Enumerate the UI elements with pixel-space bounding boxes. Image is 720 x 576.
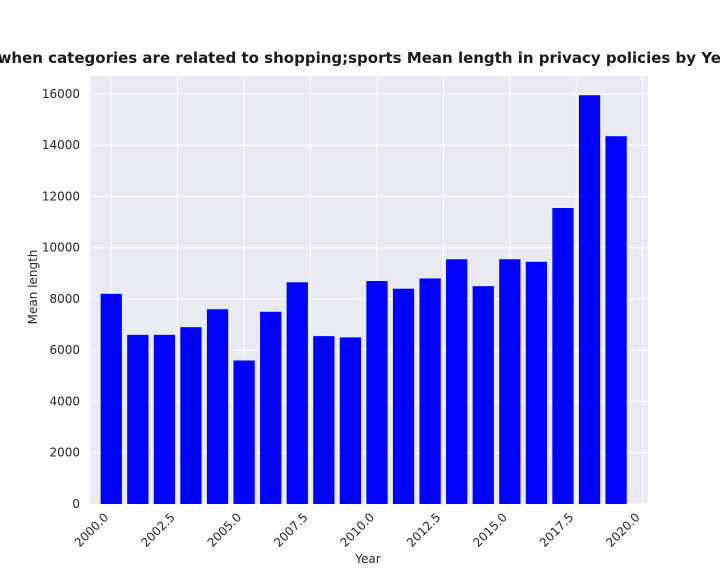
bar-2007 (286, 282, 308, 504)
x-tick-label: 2007.5 (271, 510, 311, 550)
bar-2011 (392, 288, 415, 504)
x-tick-label: 2000.0 (72, 510, 112, 550)
y-tick-label: 10000 (42, 241, 80, 255)
x-tick-label: 2020.0 (603, 510, 643, 550)
bar-2019 (605, 136, 627, 504)
bar-2016 (525, 261, 548, 504)
y-tick-label: 14000 (42, 138, 80, 152)
bar-2009 (339, 337, 362, 504)
bar-2014 (472, 286, 494, 504)
x-tick-label: 2002.5 (138, 510, 178, 550)
bar-2001 (127, 334, 149, 504)
y-tick-label: 12000 (42, 189, 80, 203)
y-tick-label: 16000 (42, 87, 80, 101)
y-tick-label: 6000 (49, 343, 80, 357)
bar-2002 (153, 334, 176, 504)
bar-2013 (446, 259, 468, 504)
bar-2015 (499, 259, 521, 504)
y-tick-label: 4000 (49, 394, 80, 408)
y-tick-label: 2000 (49, 446, 80, 460)
bar-2000 (100, 293, 122, 504)
bar-2006 (260, 311, 282, 504)
y-tick-label: 8000 (49, 292, 80, 306)
x-tick-label: 2005.0 (205, 510, 245, 550)
bar-2010 (366, 281, 388, 504)
x-axis-label: Year (354, 552, 380, 566)
x-tick-label: 2010.0 (337, 510, 377, 550)
bars (100, 95, 627, 504)
bar-2017 (552, 207, 574, 504)
chart-title: when categories are related to shopping;… (0, 49, 720, 67)
y-axis-ticks: 0 2000 4000 6000 8000 10000 12000 14000 16000 (42, 87, 80, 511)
y-axis-label: Mean length (26, 250, 40, 325)
x-tick-label: 2015.0 (470, 510, 510, 550)
bar-2005 (233, 360, 255, 504)
x-axis-ticks: 2000.0 2002.5 2005.0 2007.5 2010.0 2012.5 2015… (72, 510, 643, 550)
bar-2004 (206, 309, 229, 504)
bar-2018 (578, 95, 601, 504)
bar-2003 (180, 327, 202, 504)
x-tick-label: 2017.5 (537, 510, 577, 550)
bar-2008 (313, 336, 335, 504)
bar-2012 (419, 278, 441, 504)
x-tick-label: 2012.5 (404, 510, 444, 550)
y-tick-label: 0 (72, 497, 80, 511)
